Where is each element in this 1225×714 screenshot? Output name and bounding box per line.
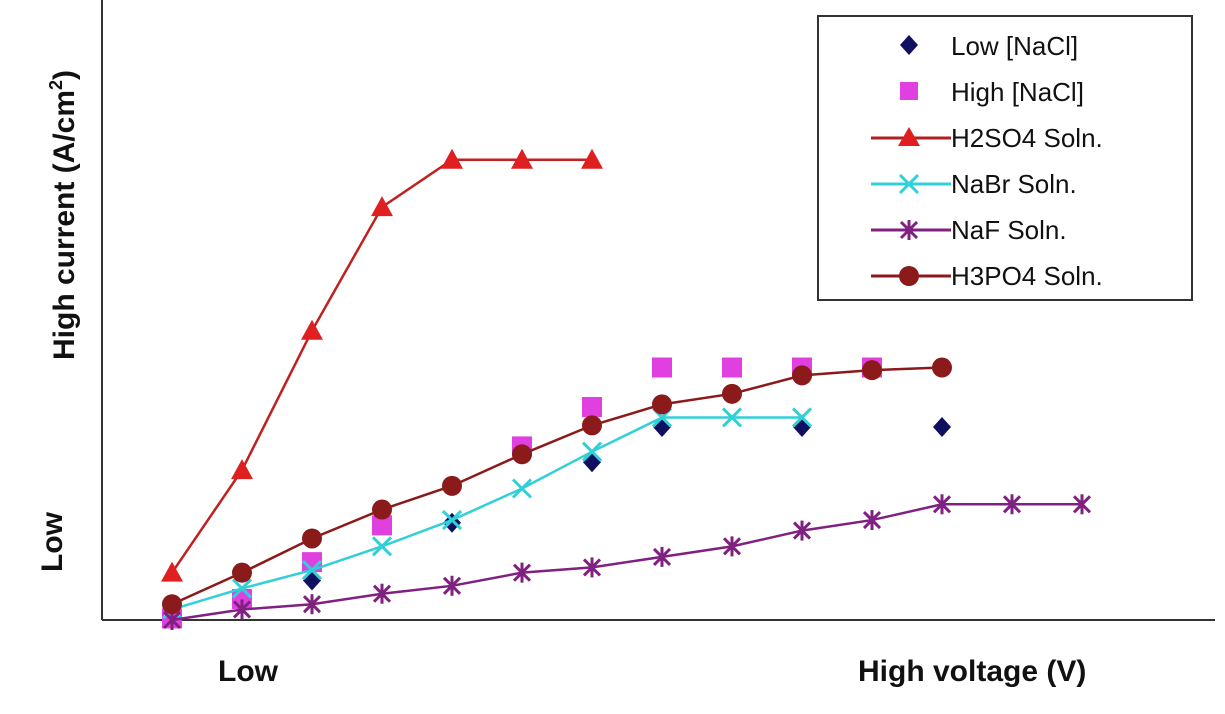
- legend-label: H3PO4 Soln.: [951, 261, 1103, 291]
- data-point-circle: [512, 444, 532, 465]
- y-label-low-text: Low: [36, 511, 69, 572]
- data-point-triangle: [161, 561, 183, 582]
- series-line: [171, 416, 802, 611]
- legend-symbol-triangle: [871, 127, 951, 146]
- series-low-nacl: [163, 416, 951, 627]
- data-point-asterisk: [932, 494, 952, 515]
- data-point-x: [791, 407, 813, 428]
- series-naf-soln: [162, 494, 1092, 630]
- data-point-x: [301, 559, 323, 581]
- legend-entry-naf: NaF Soln.: [819, 207, 1191, 253]
- y-label-high-sup: 2: [46, 80, 66, 90]
- data-point-circle: [582, 415, 602, 436]
- data-point-circle: [792, 365, 812, 386]
- series-h3po4-soln: [162, 357, 952, 615]
- legend-symbol-asterisk: [871, 220, 951, 240]
- data-point-circle: [862, 360, 882, 381]
- data-point-circle: [302, 528, 322, 549]
- series-high-nacl: [162, 357, 882, 629]
- legend-symbol-x: [871, 173, 951, 195]
- y-label-high-suffix: ): [48, 70, 81, 80]
- series-layer: [161, 148, 1092, 630]
- legend-entry-h3po4: H3PO4 Soln.: [819, 253, 1191, 299]
- series-h2so4-soln: [161, 148, 603, 582]
- legend-symbol-circle: [871, 266, 951, 286]
- data-point-x: [441, 509, 463, 531]
- data-point-x-stroke: [441, 509, 463, 531]
- data-point-x-stroke: [791, 407, 813, 428]
- legend: Low [NaCl] High [NaCl] H2SO4 Soln. NaBr …: [817, 15, 1193, 301]
- data-point-triangle: [511, 148, 533, 169]
- legend-label: High [NaCl]: [951, 77, 1084, 107]
- legend-label: Low [NaCl]: [951, 31, 1079, 61]
- data-point-x-stroke: [721, 407, 743, 428]
- legend-label: NaF Soln.: [951, 215, 1067, 245]
- series-nabr-soln: [161, 407, 813, 620]
- data-point-x: [721, 407, 743, 428]
- data-point-asterisk: [652, 546, 672, 567]
- series-line: [171, 503, 1082, 622]
- data-point-asterisk: [1002, 494, 1022, 515]
- data-point-square: [652, 357, 672, 378]
- data-point-asterisk: [302, 594, 322, 615]
- data-point-circle: [652, 394, 672, 415]
- data-point-x: [231, 578, 253, 599]
- data-point-x-stroke: [301, 559, 323, 581]
- y-label-high-text: High current (A/cm: [48, 90, 81, 360]
- data-point-square: [722, 357, 742, 378]
- axes: [101, 0, 1215, 621]
- data-point-x-stroke: [581, 441, 603, 462]
- data-point-triangle: [301, 319, 323, 340]
- data-point-x-stroke: [511, 478, 533, 499]
- legend-entry-h2so4: H2SO4 Soln.: [819, 115, 1191, 161]
- data-point-triangle: [231, 459, 253, 480]
- data-point-circle: [442, 475, 462, 496]
- legend-label: H2SO4 Soln.: [951, 123, 1103, 153]
- data-point-circle: [932, 357, 952, 378]
- data-point-circle: [722, 383, 742, 404]
- legend-entry-high-nacl: High [NaCl]: [819, 69, 1191, 115]
- data-point-circle: [232, 562, 252, 583]
- x-axis-label-high: High voltage (V): [858, 655, 1087, 688]
- data-point-asterisk: [1072, 494, 1092, 515]
- legend-label: NaBr Soln.: [951, 169, 1077, 199]
- y-axis-label-low: Low: [36, 511, 69, 572]
- data-point-asterisk: [862, 510, 882, 531]
- data-point-diamond: [303, 570, 321, 591]
- data-point-square: [372, 515, 392, 536]
- legend-symbol-diamond: [900, 35, 918, 55]
- data-point-circle: [372, 499, 392, 520]
- data-point-x: [581, 441, 603, 462]
- legend-entry-low-nacl: Low [NaCl]: [819, 23, 1191, 69]
- data-point-triangle: [441, 148, 463, 169]
- data-point-diamond: [933, 416, 951, 437]
- data-point-asterisk: [512, 562, 532, 583]
- legend-symbol-square: [900, 82, 918, 100]
- data-point-circle: [162, 594, 182, 615]
- data-point-asterisk: [792, 520, 812, 541]
- data-point-asterisk: [372, 583, 392, 604]
- data-point-x-stroke: [371, 536, 393, 557]
- data-point-diamond: [793, 416, 811, 437]
- data-point-x: [371, 536, 393, 557]
- data-point-triangle: [581, 148, 603, 169]
- data-point-asterisk: [232, 599, 252, 620]
- data-point-asterisk: [722, 536, 742, 557]
- data-point-square: [582, 396, 602, 417]
- svg-text:High current (A/cm2): High current (A/cm2): [46, 70, 81, 360]
- data-point-x-stroke: [231, 578, 253, 599]
- data-point-x: [511, 478, 533, 499]
- data-point-asterisk: [582, 557, 602, 578]
- data-point-triangle: [371, 196, 393, 217]
- legend-entry-nabr: NaBr Soln.: [819, 161, 1191, 207]
- x-axis-label-low: Low: [218, 655, 278, 688]
- series-line: [171, 366, 943, 606]
- y-axis-label-high: High current (A/cm2): [46, 70, 81, 360]
- data-point-asterisk: [442, 575, 462, 596]
